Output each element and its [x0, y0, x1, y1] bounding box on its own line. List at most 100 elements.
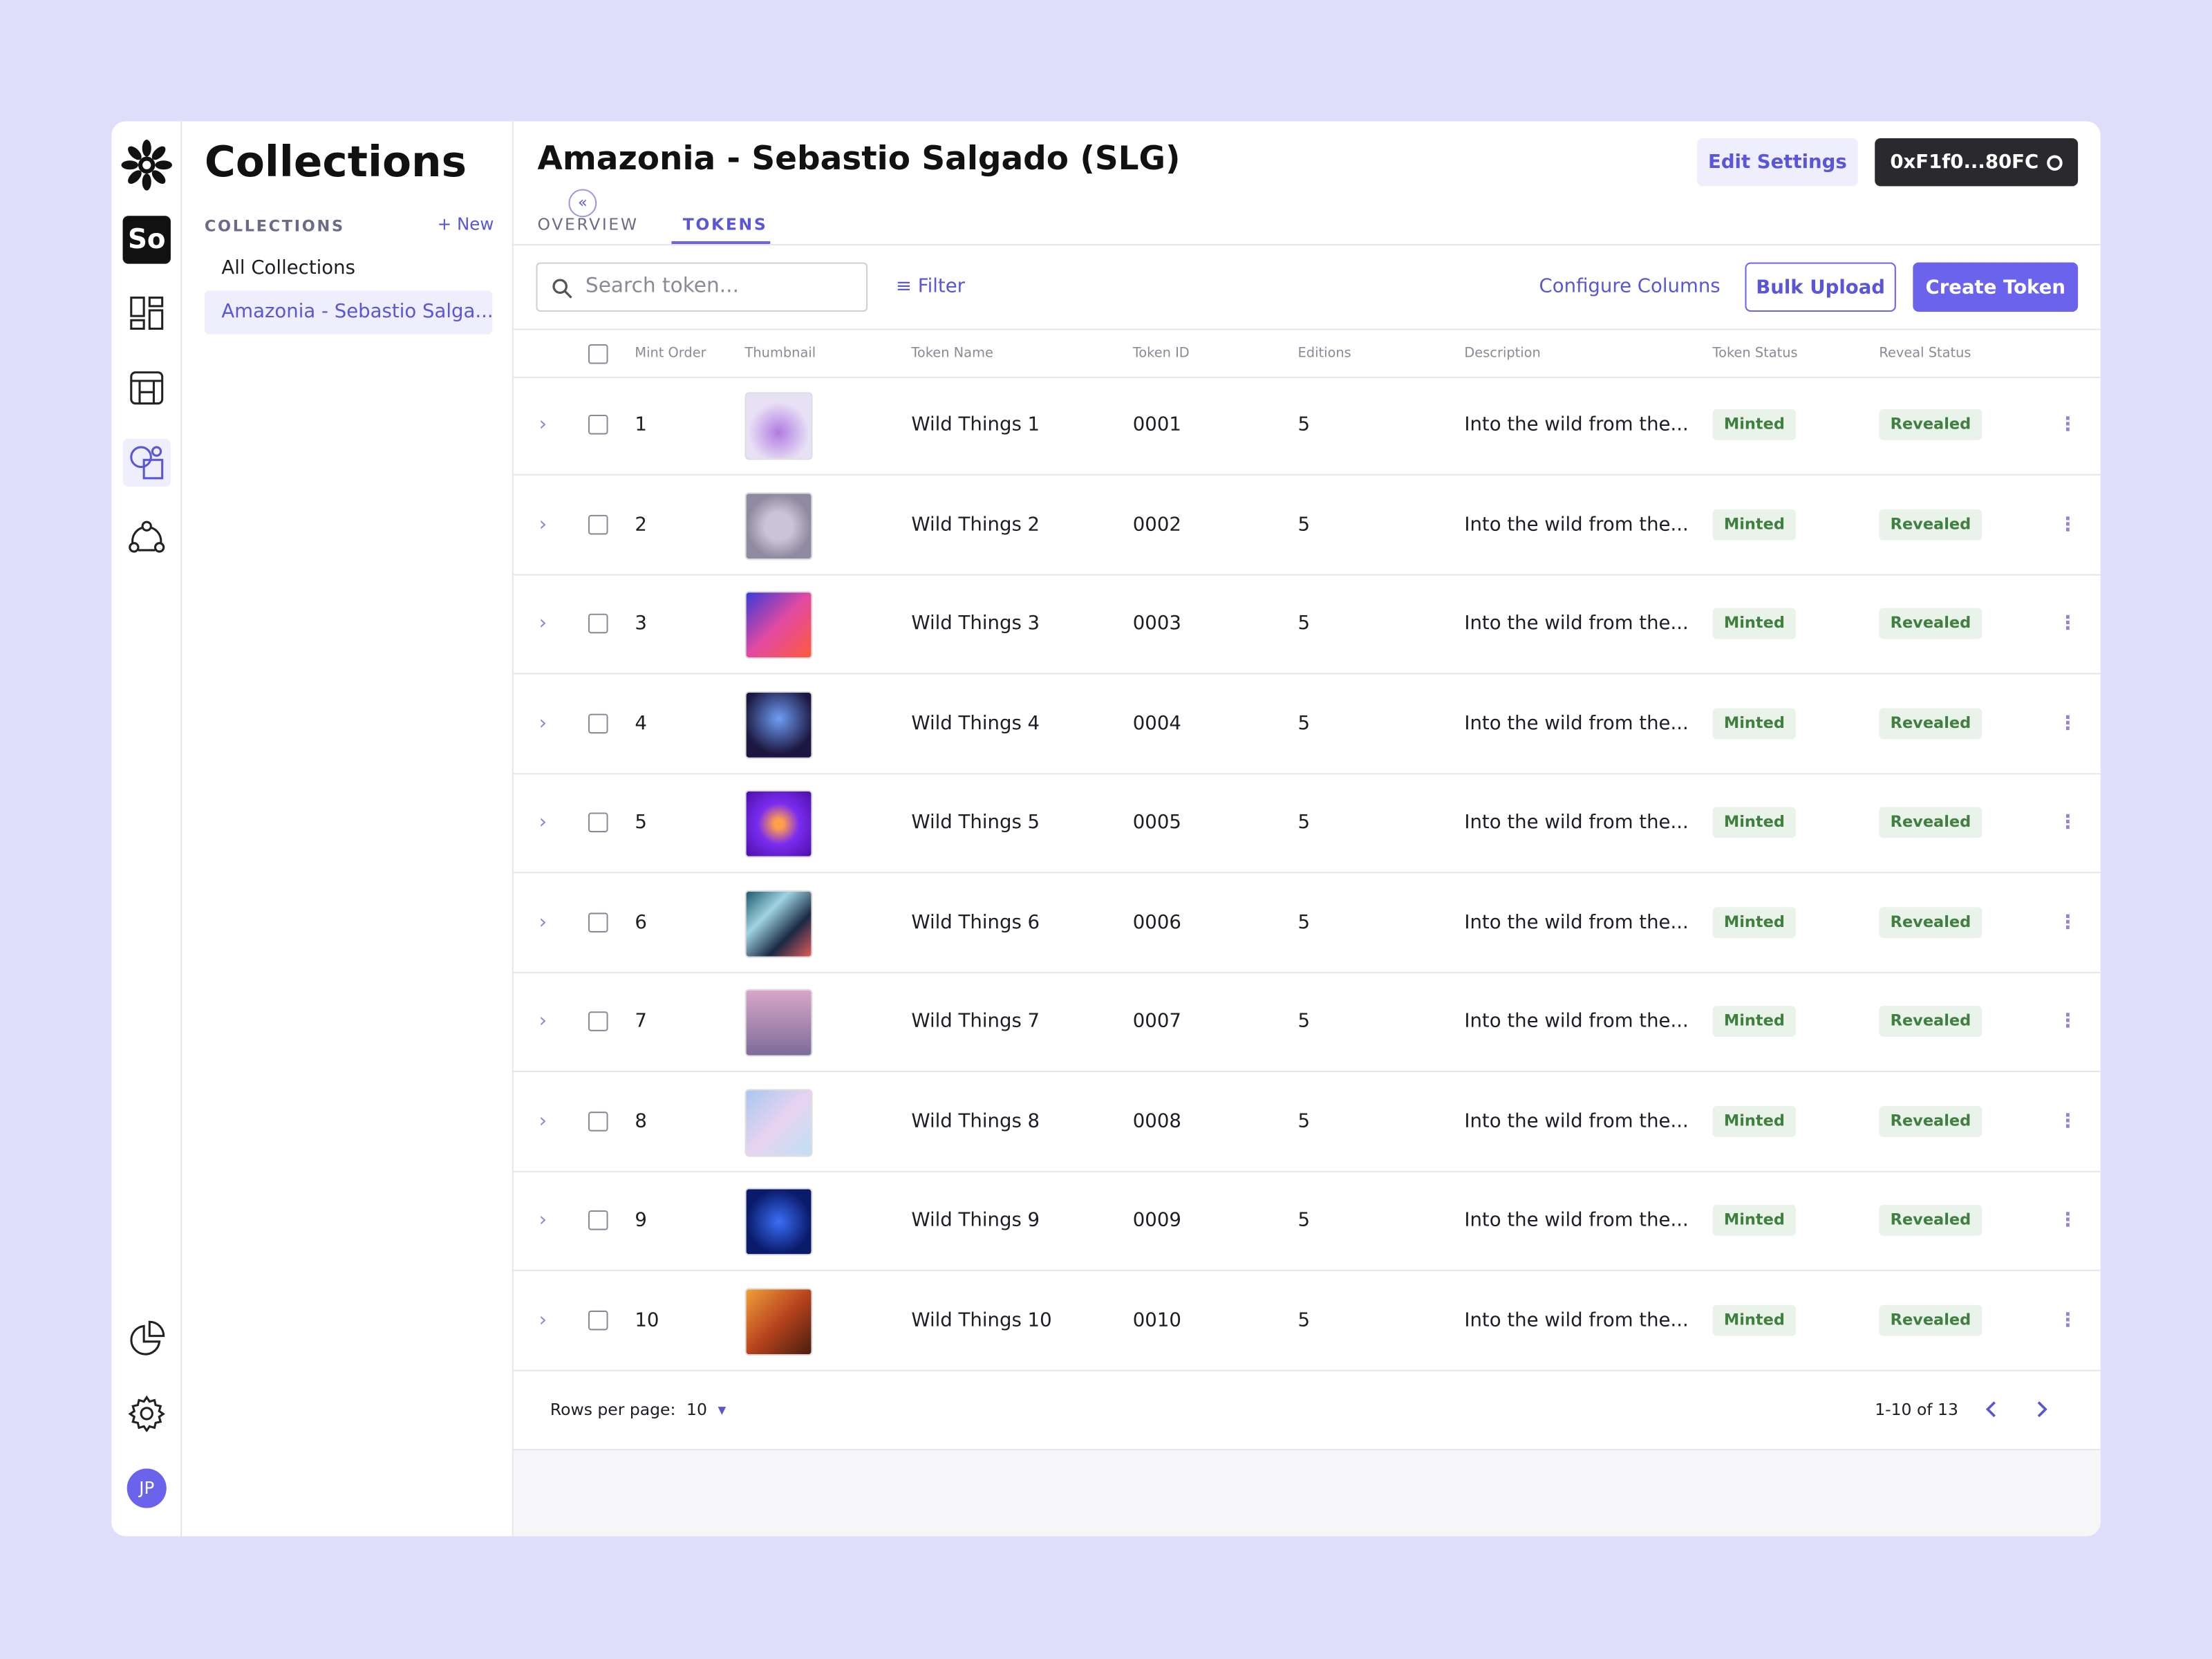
search-box[interactable]: Search token...	[536, 262, 868, 312]
thumbnail	[744, 1188, 813, 1256]
reveal-status: Revealed	[1879, 1105, 1983, 1136]
collection-item[interactable]: All Collections	[221, 256, 355, 280]
collection-item-selected[interactable]: Amazonia - Sebastio Salga...	[221, 300, 494, 324]
token-status: Minted	[1712, 608, 1797, 639]
thumbnail	[744, 1287, 813, 1356]
wallet-address[interactable]: 0xF1f0...80FC	[1890, 151, 2039, 174]
expand-chevron[interactable]: ›	[538, 1010, 547, 1033]
edit-settings-button[interactable]: Edit Settings	[1697, 138, 1858, 187]
expand-chevron[interactable]: ›	[538, 910, 547, 933]
column-header[interactable]: Reveal Status	[1879, 345, 1971, 362]
row-menu[interactable]: ⋮	[2058, 1109, 2078, 1132]
table-row[interactable]: › 5 Wild Things 5 0005 5 Into the wild from t…	[513, 773, 2101, 874]
table-row[interactable]: › 7 Wild Things 7 0007 5 Into the wild from t…	[513, 972, 2101, 1073]
row-menu[interactable]: ⋮	[2058, 612, 2078, 635]
token-id: 0004	[1132, 711, 1181, 735]
workspace-badge[interactable]: So	[122, 216, 171, 264]
row-menu[interactable]: ⋮	[2058, 1308, 2078, 1331]
expand-chevron[interactable]: ›	[538, 1109, 547, 1132]
row-checkbox[interactable]	[588, 713, 608, 733]
network-icon[interactable]	[129, 519, 165, 556]
row-checkbox[interactable]	[588, 1309, 608, 1330]
filter-icon: ≡	[895, 274, 918, 298]
editions: 5	[1297, 1109, 1311, 1132]
row-menu[interactable]: ⋮	[2058, 1208, 2078, 1232]
mint-order: 8	[635, 1109, 647, 1132]
column-header[interactable]: Mint Order	[635, 345, 706, 362]
expand-chevron[interactable]: ›	[538, 1208, 547, 1232]
row-menu[interactable]: ⋮	[2058, 811, 2078, 834]
page-nav[interactable]	[1982, 1399, 2066, 1419]
description: Into the wild from the...	[1464, 512, 1689, 536]
expand-chevron[interactable]: ›	[538, 413, 547, 436]
row-menu[interactable]: ⋮	[2058, 1010, 2078, 1033]
user-avatar[interactable]: JP	[126, 1468, 167, 1508]
mint-order: 4	[635, 711, 647, 735]
create-token-button[interactable]: Create Token	[1913, 262, 2079, 312]
storefront-icon[interactable]	[129, 370, 165, 406]
table-row[interactable]: › 9 Wild Things 9 0009 5 Into the wild from t…	[513, 1171, 2101, 1271]
tab[interactable]: OVERVIEW	[537, 214, 639, 234]
row-menu[interactable]: ⋮	[2058, 512, 2078, 536]
collapse-button[interactable]: «	[568, 189, 597, 218]
reveal-status: Revealed	[1879, 807, 1983, 838]
table-row[interactable]: › 1 Wild Things 1 0001 5 Into the wild from t…	[513, 375, 2101, 476]
column-header[interactable]: Editions	[1297, 345, 1351, 362]
section-label: COLLECTIONS	[204, 217, 345, 236]
dashboard-icon[interactable]	[129, 295, 165, 332]
new-label[interactable]: New	[456, 214, 494, 234]
table-row[interactable]: › 10 Wild Things 10 0010 5 Into the wild from…	[513, 1271, 2101, 1371]
expand-chevron[interactable]: ›	[538, 1308, 547, 1331]
rows-per-page-value[interactable]: 10	[686, 1399, 707, 1420]
row-checkbox[interactable]	[588, 613, 608, 634]
row-menu[interactable]: ⋮	[2058, 711, 2078, 735]
row-checkbox[interactable]	[588, 1011, 608, 1031]
thumbnail	[744, 789, 813, 858]
analytics-icon[interactable]	[129, 1320, 165, 1357]
token-status: Minted	[1712, 409, 1797, 440]
row-checkbox[interactable]	[588, 514, 608, 534]
row-menu[interactable]: ⋮	[2058, 413, 2078, 436]
editions: 5	[1297, 413, 1311, 436]
column-header[interactable]: Token ID	[1132, 345, 1190, 362]
column-header[interactable]: Description	[1464, 345, 1541, 362]
collections-icon[interactable]	[129, 444, 165, 481]
row-checkbox[interactable]	[588, 812, 608, 833]
expand-chevron[interactable]: ›	[538, 512, 547, 536]
column-header[interactable]: Token Status	[1712, 345, 1798, 362]
token-id: 0002	[1132, 512, 1181, 536]
expand-chevron[interactable]: ›	[538, 811, 547, 834]
new-button[interactable]: + New	[438, 214, 494, 234]
expand-chevron[interactable]: ›	[538, 711, 547, 735]
table-row[interactable]: › 2 Wild Things 2 0002 5 Into the wild from t…	[513, 475, 2101, 575]
table-row[interactable]: › 4 Wild Things 4 0004 5 Into the wild from t…	[513, 673, 2101, 774]
filter-button[interactable]: ≡ Filter	[896, 275, 965, 298]
editions: 5	[1297, 711, 1311, 735]
select-all-checkbox[interactable]	[588, 344, 608, 364]
table-row[interactable]: › 3 Wild Things 3 0003 5 Into the wild from t…	[513, 574, 2101, 675]
tab-active[interactable]: TOKENS	[682, 214, 768, 234]
column-header[interactable]: Token Name	[911, 345, 993, 362]
bulk-upload-button[interactable]: Bulk Upload	[1745, 262, 1896, 312]
row-checkbox[interactable]	[588, 1111, 608, 1131]
expand-chevron[interactable]: ›	[538, 612, 547, 635]
table-row[interactable]: › 8 Wild Things 8 0008 5 Into the wild from t…	[513, 1071, 2101, 1172]
row-menu[interactable]: ⋮	[2058, 910, 2078, 933]
column-header[interactable]: Thumbnail	[744, 345, 816, 362]
dropdown-arrow[interactable]: ▾	[718, 1399, 727, 1420]
table-row[interactable]: › 6 Wild Things 6 0006 5 Into the wild from t…	[513, 872, 2101, 973]
wallet-button[interactable]: 0xF1f0...80FC	[1875, 138, 2079, 187]
token-name: Wild Things 3	[911, 612, 1040, 635]
description: Into the wild from the...	[1464, 612, 1689, 635]
filter-label[interactable]: Filter	[917, 274, 966, 298]
plus-icon: +	[437, 214, 457, 234]
row-checkbox[interactable]	[588, 1210, 608, 1230]
settings-icon[interactable]	[128, 1395, 165, 1432]
row-checkbox[interactable]	[588, 414, 608, 435]
thumbnail	[744, 1088, 813, 1156]
configure-columns[interactable]: Configure Columns	[1539, 274, 1721, 298]
token-name: Wild Things 4	[911, 711, 1040, 735]
row-checkbox[interactable]	[588, 912, 608, 932]
thumbnail	[744, 690, 813, 758]
